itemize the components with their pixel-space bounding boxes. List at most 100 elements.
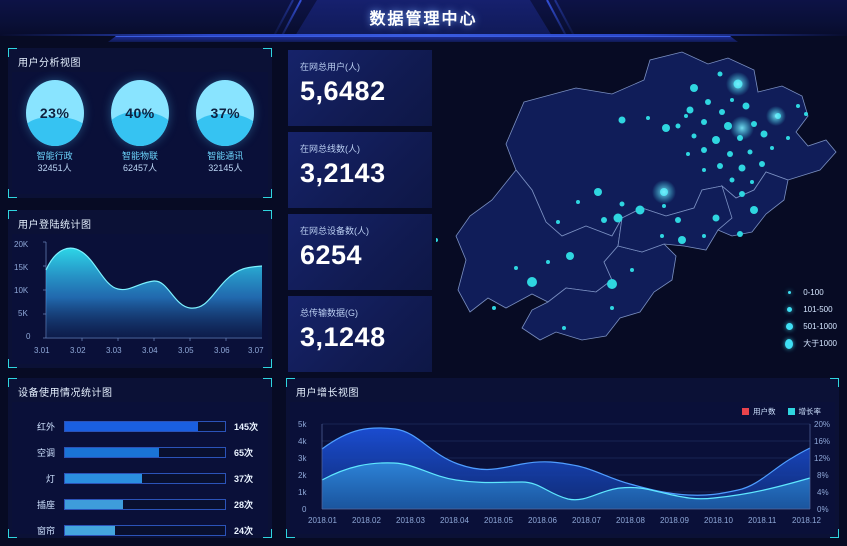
growth-ytick-right-8: 8%	[817, 471, 829, 480]
corner-bracket	[263, 378, 272, 387]
login-xtick-3: 3.03	[106, 346, 122, 355]
growth-xtick-8: 2018.08	[616, 516, 645, 525]
growth-ytick-left-3k: 3k	[298, 454, 307, 463]
panel-device-usage: 设备使用情况统计图 红外 145次 空调 65次 灯 37次 插座	[8, 378, 272, 538]
growth-legend: 用户数 增长率	[742, 406, 821, 417]
growth-ytick-left-0: 0	[302, 505, 307, 514]
panel-body-user-growth: 用户数 增长率	[290, 402, 835, 534]
bar-row[interactable]: 窗帘 24次	[12, 520, 268, 540]
corner-bracket	[8, 378, 17, 387]
bar-value: 24次	[234, 525, 254, 536]
kpi-card-online-lines[interactable]: 在网总线数(人) 3,2143	[288, 132, 432, 208]
growth-ytick-left-5k: 5k	[298, 420, 307, 429]
page-title: 数据管理中心	[369, 11, 478, 28]
panel-body-login-chart: 20K 15K 10K 5K 0 3.01 3.02 3.03 3.04 3.0…	[12, 234, 268, 364]
kpi-card-online-users[interactable]: 在网总用户(人) 5,6482	[288, 50, 432, 126]
corner-bracket	[263, 210, 272, 219]
growth-ytick-right-20: 20%	[814, 420, 831, 429]
corner-bracket	[263, 189, 272, 198]
bar-label: 窗帘	[36, 525, 55, 536]
bar-track	[64, 498, 226, 510]
gauge-group: 23% 智能行政 32451人 40% 智能物联 62457人 37% 智能通讯	[12, 80, 268, 190]
login-xtick-6: 3.06	[214, 346, 230, 355]
login-ytick-10k: 10K	[14, 286, 29, 295]
bar-label: 红外	[36, 421, 55, 432]
growth-ytick-left-2k: 2k	[298, 471, 307, 480]
bar-fill	[65, 473, 142, 483]
panel-title-device-usage: 设备使用情况统计图	[18, 388, 113, 399]
panel-body-device-usage: 红外 145次 空调 65次 灯 37次 插座 28次	[12, 402, 268, 536]
corner-bracket	[8, 189, 17, 198]
region-map[interactable]: 0-100 101-500 501-1000 大于1000	[434, 40, 847, 376]
gauge-label: 智能通讯	[207, 151, 244, 161]
legend-dot-icon	[787, 291, 791, 294]
growth-ytick-right-16: 16%	[814, 437, 831, 446]
kpi-label: 在网总用户(人)	[300, 62, 360, 72]
bar-row[interactable]: 空调 65次	[12, 442, 268, 462]
bar-row[interactable]: 插座 28次	[12, 494, 268, 514]
bar-label: 空调	[36, 447, 55, 458]
legend-item[interactable]: 501-1000	[785, 318, 837, 335]
bar-row[interactable]: 红外 145次	[12, 416, 268, 436]
legend-item[interactable]: 大于1000	[785, 335, 837, 352]
login-xtick-5: 3.05	[178, 346, 194, 355]
kpi-label: 在网总设备数(人)	[300, 226, 369, 236]
growth-area-chart[interactable]	[290, 402, 835, 534]
bar-row[interactable]: 灯 37次	[12, 468, 268, 488]
legend-label: 大于1000	[803, 339, 837, 348]
kpi-label: 总传输数据(G)	[300, 308, 358, 318]
corner-bracket	[830, 529, 839, 538]
legend-item-growth-rate[interactable]: 增长率	[787, 406, 821, 417]
gauge-percent: 37%	[210, 105, 241, 121]
growth-ytick-right-12: 12%	[814, 454, 831, 463]
kpi-value: 3,1248	[300, 322, 386, 352]
legend-dot-icon	[785, 338, 794, 349]
gauge-label: 智能行政	[36, 151, 73, 161]
legend-dot-icon	[786, 307, 792, 312]
corner-bracket	[263, 48, 272, 57]
map-hotspot-glow	[726, 72, 750, 96]
bar-fill	[65, 525, 115, 535]
panel-user-analysis: 用户分析视图 23% 智能行政 32451人 40% 智能物联 62457人	[8, 48, 272, 198]
login-area-chart[interactable]	[12, 234, 268, 364]
map-svg[interactable]	[434, 40, 847, 376]
corner-bracket	[286, 529, 295, 538]
panel-login-chart: 用户登陆统计图	[8, 210, 272, 368]
growth-xtick-5: 2018.05	[484, 516, 513, 525]
legend-label: 101-500	[803, 305, 833, 314]
gauge-item[interactable]: 37% 智能通讯 32145人	[188, 80, 262, 174]
growth-xtick-1: 2018.01	[308, 516, 337, 525]
bar-fill	[65, 499, 123, 509]
login-xtick-4: 3.04	[142, 346, 158, 355]
legend-item[interactable]: 101-500	[785, 301, 837, 318]
liquid-ball: 37%	[196, 80, 255, 146]
liquid-ball: 40%	[110, 80, 169, 146]
legend-item[interactable]: 0-100	[785, 284, 837, 301]
app-header: 数据管理中心	[0, 0, 847, 36]
bar-value: 28次	[234, 499, 254, 510]
kpi-card-online-devices[interactable]: 在网总设备数(人) 6254	[288, 214, 432, 290]
kpi-value: 3,2143	[300, 158, 386, 188]
panel-title-user-analysis: 用户分析视图	[18, 58, 81, 69]
liquid-ball: 23%	[25, 80, 84, 146]
kpi-card-total-data[interactable]: 总传输数据(G) 3,1248	[288, 296, 432, 372]
bar-value: 37次	[234, 473, 254, 484]
login-xtick-2: 3.02	[70, 346, 86, 355]
bar-label: 插座	[36, 499, 55, 510]
legend-item-users[interactable]: 用户数	[742, 406, 776, 417]
corner-bracket	[8, 359, 17, 368]
growth-ytick-left-4k: 4k	[298, 437, 307, 446]
map-hotspot-glow	[652, 180, 676, 204]
growth-xtick-9: 2018.09	[660, 516, 689, 525]
kpi-label: 在网总线数(人)	[300, 144, 360, 154]
corner-bracket	[263, 529, 272, 538]
gauge-item[interactable]: 40% 智能物联 62457人	[103, 80, 177, 174]
panel-body-user-analysis: 23% 智能行政 32451人 40% 智能物联 62457人 37% 智能通讯	[12, 72, 268, 194]
gauge-item[interactable]: 23% 智能行政 32451人	[18, 80, 92, 174]
bar-fill	[65, 447, 160, 457]
bar-label: 灯	[45, 473, 55, 484]
wave-fill	[25, 116, 84, 146]
bar-track	[64, 524, 226, 536]
growth-ytick-left-1k: 1k	[298, 488, 307, 497]
corner-bracket	[8, 210, 17, 219]
